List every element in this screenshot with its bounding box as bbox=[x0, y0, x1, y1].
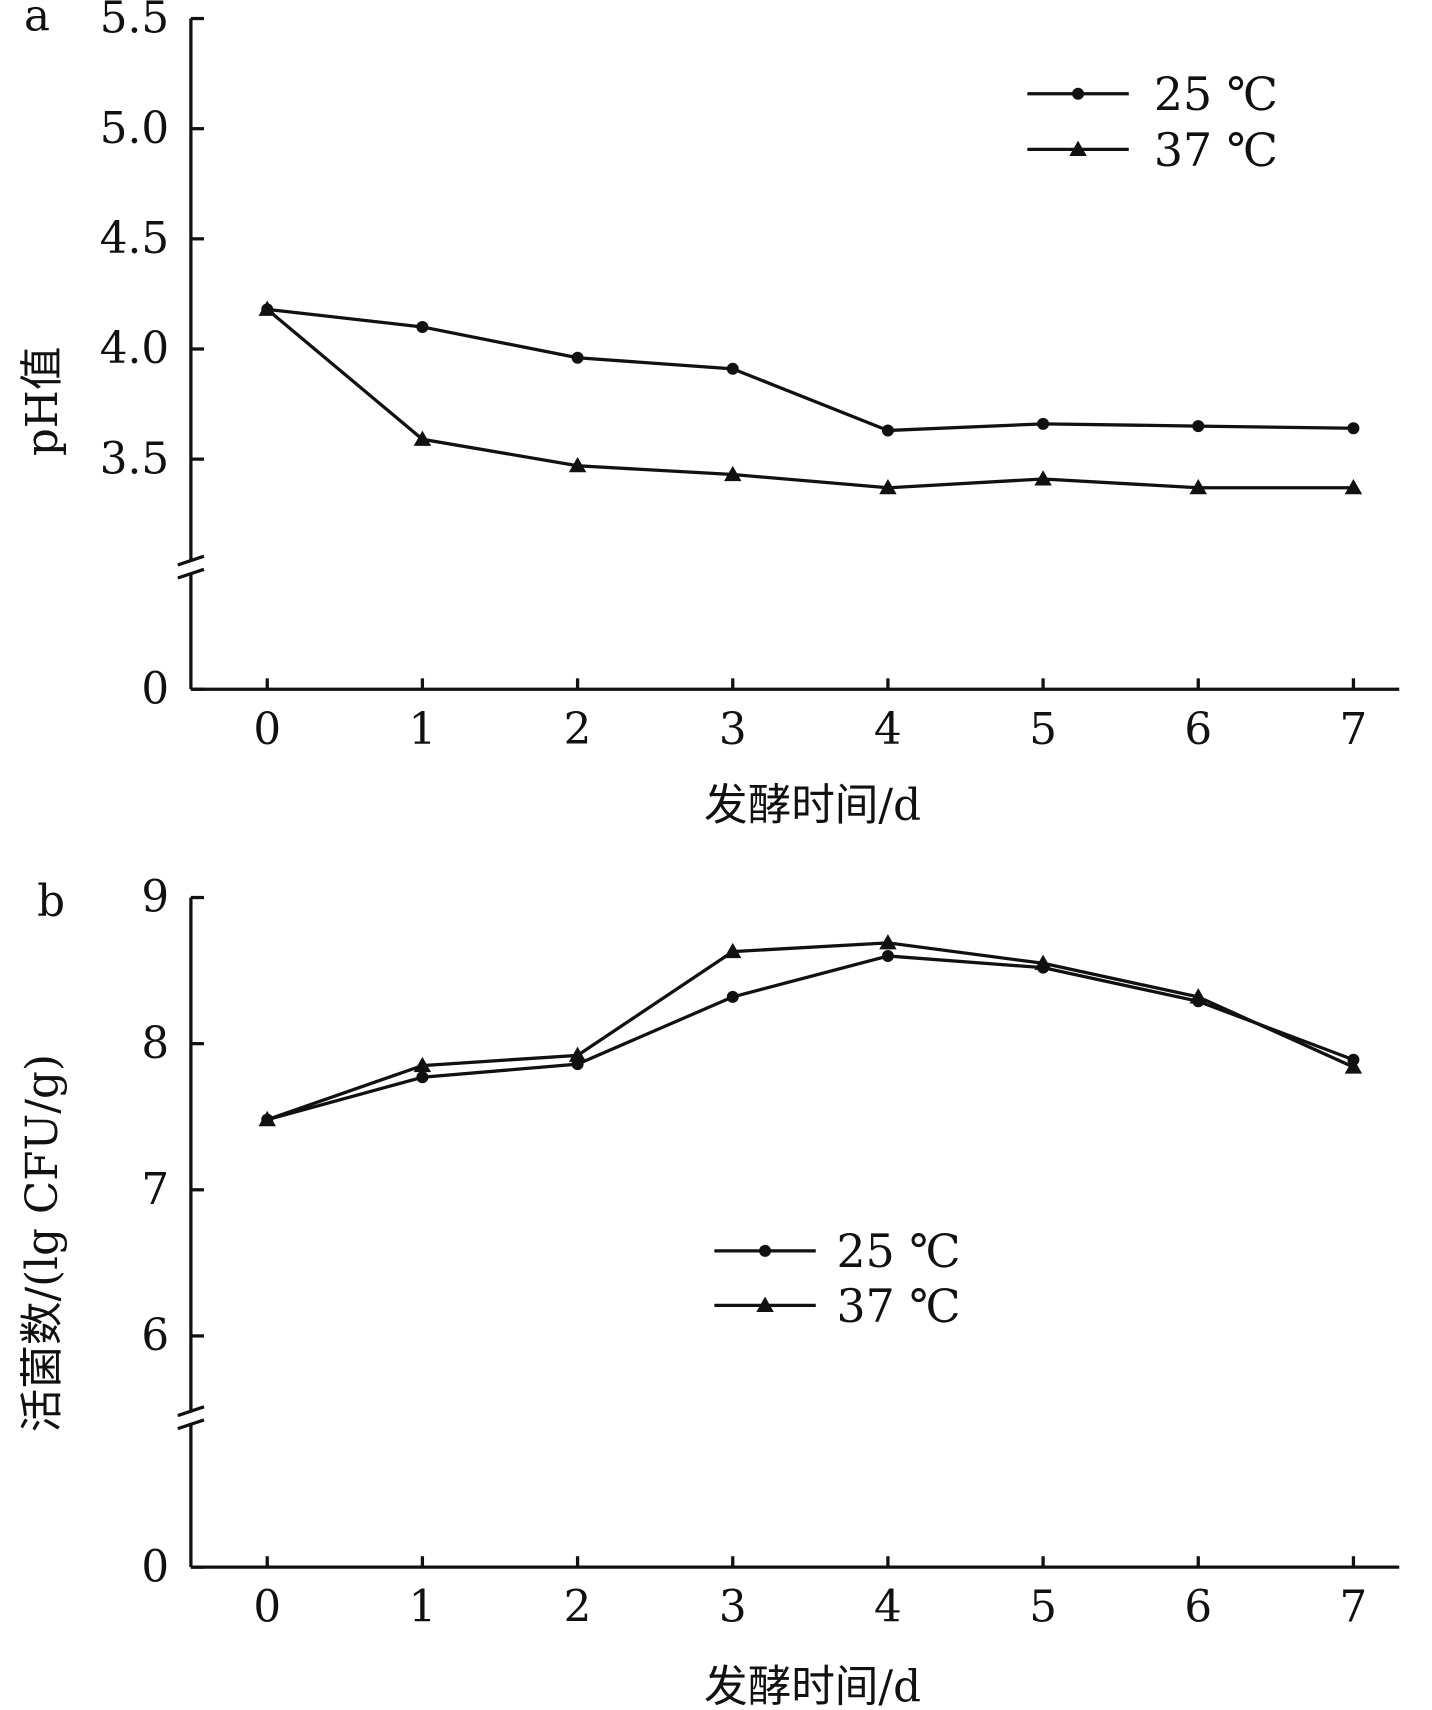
data-point bbox=[879, 479, 897, 495]
series-37c bbox=[258, 300, 1363, 495]
x-tick-label: 2 bbox=[564, 1583, 592, 1633]
series-25c bbox=[261, 949, 1360, 1126]
y-tick-label: 3.5 bbox=[100, 434, 169, 484]
y-axis-label: 活菌数/(lg CFU/g) bbox=[18, 1054, 68, 1432]
data-point bbox=[879, 934, 897, 950]
data-point bbox=[1344, 479, 1363, 495]
panel-label-a: a bbox=[24, 0, 50, 42]
x-tick-label: 7 bbox=[1340, 1583, 1368, 1633]
legend-item: 37 ℃ bbox=[1027, 123, 1278, 177]
x-axis-label: 发酵时间/d bbox=[704, 781, 921, 831]
legend-item: 25 ℃ bbox=[714, 1224, 961, 1278]
series-37c bbox=[258, 934, 1363, 1127]
panel-label-b: b bbox=[37, 877, 65, 927]
data-point bbox=[881, 949, 894, 962]
legend-marker bbox=[756, 1296, 774, 1312]
series-25c bbox=[261, 303, 1360, 437]
legend-label: 25 ℃ bbox=[837, 1224, 961, 1278]
data-point bbox=[724, 942, 742, 959]
series-line bbox=[266, 941, 1355, 1122]
data-point bbox=[571, 351, 584, 364]
x-tick-label: 6 bbox=[1184, 705, 1212, 755]
data-point bbox=[413, 430, 432, 446]
legend-marker bbox=[1069, 140, 1087, 156]
x-tick-label: 6 bbox=[1184, 1583, 1212, 1633]
legend-label: 25 ℃ bbox=[1154, 67, 1278, 121]
x-tick-label: 5 bbox=[1029, 705, 1057, 755]
y-axis-label: pH值 bbox=[18, 347, 68, 457]
data-point bbox=[568, 457, 587, 473]
legend-item: 37 ℃ bbox=[714, 1279, 961, 1333]
legend-item: 25 ℃ bbox=[1027, 67, 1278, 121]
y-tick-label: 0 bbox=[141, 1542, 169, 1592]
data-point bbox=[1347, 422, 1360, 435]
axis-break-mark bbox=[177, 554, 205, 567]
y-tick-label: 7 bbox=[141, 1165, 169, 1215]
data-point bbox=[258, 1110, 276, 1127]
data-point bbox=[1189, 988, 1207, 1004]
x-axis-label: 发酵时间/d bbox=[704, 1662, 921, 1710]
data-point bbox=[1034, 470, 1052, 486]
y-tick-label: 5.5 bbox=[100, 0, 169, 44]
data-point bbox=[1344, 1058, 1363, 1074]
data-point bbox=[1034, 954, 1052, 970]
data-point bbox=[1192, 420, 1205, 433]
y-tick-label: 4.5 bbox=[100, 214, 169, 264]
data-point bbox=[258, 300, 276, 316]
axis-break-mark bbox=[177, 567, 205, 580]
legend-marker bbox=[759, 1244, 772, 1257]
data-point bbox=[881, 424, 894, 437]
data-point bbox=[568, 1046, 587, 1062]
data-point bbox=[726, 990, 739, 1003]
x-tick-label: 0 bbox=[253, 1583, 281, 1633]
data-point bbox=[416, 320, 429, 333]
series-line bbox=[267, 307, 1354, 433]
x-tick-label: 1 bbox=[409, 705, 437, 755]
x-tick-label: 4 bbox=[874, 1583, 902, 1633]
x-tick-label: 7 bbox=[1340, 705, 1368, 755]
y-tick-label: 4.0 bbox=[100, 324, 169, 374]
x-tick-label: 3 bbox=[719, 705, 747, 755]
data-point bbox=[724, 465, 742, 482]
data-point bbox=[1189, 479, 1207, 495]
data-point bbox=[413, 1056, 432, 1073]
legend-marker bbox=[1072, 87, 1085, 100]
x-tick-label: 2 bbox=[564, 705, 592, 755]
y-tick-label: 9 bbox=[141, 873, 169, 923]
legend-label: 37 ℃ bbox=[837, 1279, 961, 1333]
y-tick-label: 6 bbox=[141, 1311, 169, 1361]
data-point bbox=[726, 362, 739, 375]
y-tick-label: 0 bbox=[141, 664, 169, 714]
x-tick-label: 0 bbox=[253, 705, 281, 755]
x-tick-label: 5 bbox=[1029, 1583, 1057, 1633]
x-tick-label: 4 bbox=[874, 705, 902, 755]
panel-b-viable-count-chart: b 活菌数/(lg CFU/g) 发酵时间/d 0 6 7 8 9 0 1 2 3 4 5 6 7 25 … bbox=[18, 873, 1400, 1710]
x-tick-label: 3 bbox=[719, 1583, 747, 1633]
data-point bbox=[416, 1071, 429, 1084]
axis-break-mark bbox=[177, 1405, 205, 1418]
x-tick-label: 1 bbox=[409, 1583, 437, 1633]
axis-break-mark bbox=[177, 1418, 205, 1431]
y-tick-label: 5.0 bbox=[100, 104, 169, 154]
data-point bbox=[1037, 417, 1050, 430]
series-line bbox=[266, 954, 1355, 1122]
series-line bbox=[266, 308, 1354, 490]
y-tick-label: 8 bbox=[141, 1019, 169, 1069]
panel-a-ph-chart: a pH值 发酵时间/d 0 3.5 4.0 4.5 5.0 5.5 0 1 2 3 4 5 6 7 25 … bbox=[18, 0, 1400, 831]
legend-label: 37 ℃ bbox=[1154, 123, 1278, 177]
